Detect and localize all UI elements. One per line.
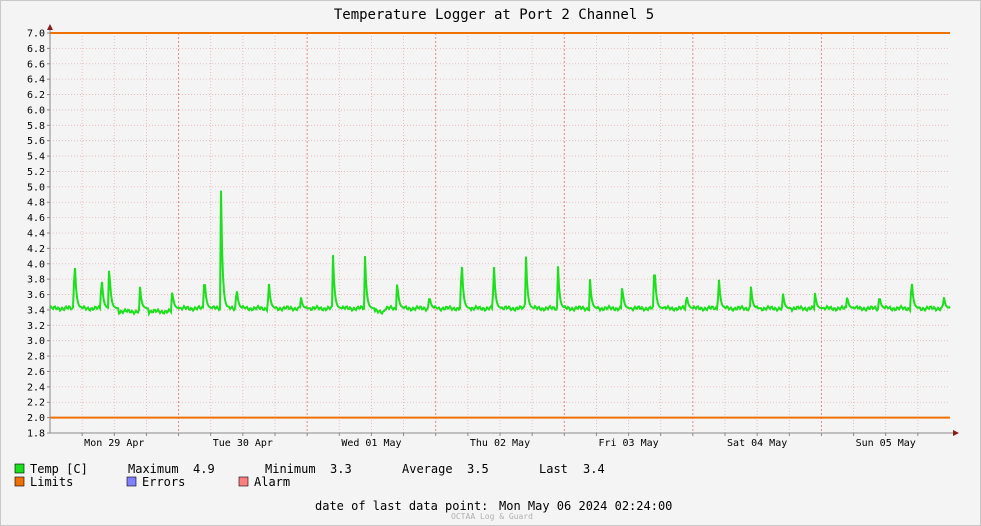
y-tick-label: 6.0 [27,105,45,116]
legend-swatch-alarm [238,476,249,487]
y-axis-tick-labels: 7.0 6.8 6.6 6.4 6.2 6.0 5.8 5.6 5.4 5.2 5.0 4.8 4.6 4… [27,29,45,440]
horizontal-gridlines [47,32,950,434]
y-tick-label: 2.2 [27,398,45,409]
y-tick-label: 1.8 [27,429,45,440]
y-tick-label: 6.2 [27,90,45,101]
legend-label-temp: Temp [C] [30,462,88,476]
y-tick-label: 6.8 [27,44,45,55]
legend-swatch-errors [126,476,137,487]
legend-swatch-limits [14,476,25,487]
x-day-label: Sat 04 May [727,438,787,449]
legend-average-label: Average [402,462,453,476]
y-tick-label: 2.6 [27,367,45,378]
x-axis-arrow-icon [953,430,959,436]
y-tick-label: 7.0 [27,29,45,40]
y-tick-label: 2.0 [27,413,45,424]
y-tick-label: 3.8 [27,275,45,286]
y-tick-label: 4.2 [27,244,45,255]
credit-watermark: OCTAA Log & Guard [451,512,533,521]
y-tick-label: 3.0 [27,336,45,347]
vertical-gridlines [81,33,919,436]
legend-last-label: Last [539,462,568,476]
y-tick-label: 3.6 [27,290,45,301]
legend-maximum-label: Maximum [128,462,179,476]
legend-minimum-value: 3.3 [330,462,352,476]
y-tick-label: 3.2 [27,321,45,332]
y-tick-label: 5.2 [27,167,45,178]
y-tick-label: 5.8 [27,121,45,132]
last-data-point-label: date of last data point: [315,499,488,513]
y-tick-label: 5.6 [27,136,45,147]
x-day-label: Wed 01 May [341,438,401,449]
x-day-label: Thu 02 May [470,438,530,449]
chart-title: Temperature Logger at Port 2 Channel 5 [334,7,654,23]
legend-label-errors: Errors [142,475,185,489]
x-day-label: Fri 03 May [598,438,658,449]
y-tick-label: 4.6 [27,213,45,224]
y-tick-label: 4.8 [27,198,45,209]
legend-average-value: 3.5 [467,462,489,476]
last-data-point-value: Mon May 06 2024 02:24:00 [499,499,672,513]
x-day-label: Mon 29 Apr [84,438,144,449]
legend: Temp [C] Maximum 4.9 Minimum 3.3 Average… [14,462,605,489]
y-tick-label: 6.4 [27,75,45,86]
y-tick-label: 2.8 [27,352,45,363]
x-day-label: Sun 05 May [856,438,916,449]
y-tick-label: 2.4 [27,382,45,393]
y-axis-arrow-icon [47,24,53,30]
legend-label-limits: Limits [30,475,73,489]
x-day-label: Tue 30 Apr [213,438,273,449]
y-tick-label: 4.0 [27,259,45,270]
y-tick-label: 6.6 [27,59,45,70]
x-axis-day-labels: Mon 29 Apr Tue 30 Apr Wed 01 May Thu 02 May… [84,438,916,449]
legend-swatch-temp [14,463,25,474]
legend-maximum-value: 4.9 [193,462,215,476]
legend-label-alarm: Alarm [254,475,290,489]
y-tick-label: 5.4 [27,152,45,163]
y-tick-label: 5.0 [27,182,45,193]
y-tick-label: 3.4 [27,305,45,316]
series-line-temp [49,190,951,317]
legend-last-value: 3.4 [583,462,605,476]
y-tick-label: 4.4 [27,229,45,240]
legend-minimum-label: Minimum [265,462,316,476]
